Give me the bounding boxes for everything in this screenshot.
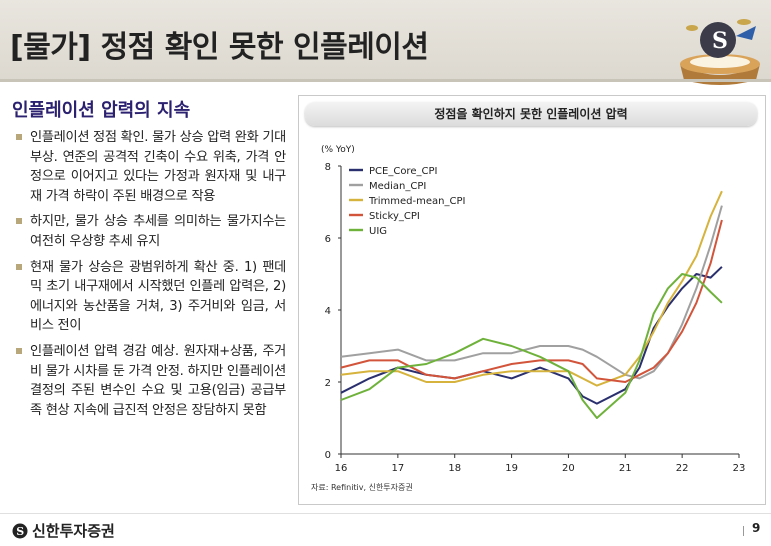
chart-title: 정점을 확인하지 못한 인플레이션 압력 [305,102,757,126]
x-tick-label: 22 [676,463,689,474]
x-tick-label: 16 [335,463,348,474]
legend-label: Median_CPI [369,181,426,192]
bullet-item: 하지만, 물가 상승 추세를 의미하는 물가지수는 여전히 우상향 추세 유지 [14,212,286,251]
chart-panel: 정점을 확인하지 못한 인플레이션 압력 0 2 4 6 8 16 17 18 19 20 21 22… [298,95,766,505]
decorative-logo-icon: S [680,19,760,85]
series-line-Median_CPI [340,205,723,380]
x-tick-label: 20 [562,463,575,474]
legend-label: PCE_Core_CPI [369,166,437,177]
legend-label: UIG [369,226,387,237]
page-separator [743,526,744,536]
legend-label: Trimmed-mean_CPI [368,196,465,207]
slide-title: [물가] 정점 확인 못한 인플레이션 [10,30,429,65]
svg-text:S: S [712,28,728,54]
svg-text:S: S [16,525,24,538]
series-line-UIG [340,273,723,419]
x-tick-label: 18 [448,463,461,474]
series-line-Trimmed-mean_CPI [340,190,723,387]
footer-brand: 신한투자증권 [32,522,115,540]
bullet-marker-icon [16,263,22,270]
bullet-marker-icon [16,347,22,354]
bullet-list: 인플레이션 정점 확인. 물가 상승 압력 완화 기대 부상. 연준의 공격적 … [14,128,286,426]
y-axis-label: (% YoY) [321,145,355,155]
legend-label: Sticky_CPI [369,211,420,222]
brand-mark-icon: S [12,523,28,538]
title-band: [물가] 정점 확인 못한 인플레이션 S [0,0,771,85]
source-note: 자료: Refinitiv, 신한투자증권 [311,483,413,492]
inflation-line-chart: 0 2 4 6 8 16 17 18 19 20 21 22 23 (% YoY) PCE_Core_CPI… [321,145,746,474]
x-tick-label: 19 [505,463,518,474]
bullet-text: 하지만, 물가 상승 추세를 의미하는 물가지수는 여전히 우상향 추세 유지 [30,214,286,249]
bullet-item: 현재 물가 상승은 광범위하게 확산 중. 1) 팬데믹 초기 내구재에서 시작… [14,258,286,336]
x-tick-label: 23 [733,463,746,474]
bullet-item: 인플레이션 압력 경감 예상. 원자재+상품, 주거비 물가 시차를 둔 가격 … [14,342,286,420]
y-tick-label: 8 [325,162,331,173]
page-number: 9 [752,521,761,535]
y-tick-label: 2 [325,378,331,389]
bullet-text: 인플레이션 압력 경감 예상. 원자재+상품, 주거비 물가 시차를 둔 가격 … [30,343,286,418]
y-tick-label: 4 [325,306,331,317]
series-line-Sticky_CPI [340,219,723,383]
y-tick-label: 0 [325,450,331,461]
footer-logo: S 신한투자증권 [12,520,115,541]
bullet-text: 현재 물가 상승은 광범위하게 확산 중. 1) 팬데믹 초기 내구재에서 시작… [30,259,286,334]
bullet-text: 인플레이션 정점 확인. 물가 상승 압력 완화 기대 부상. 연준의 공격적 … [30,130,286,204]
series-line-PCE_Core_CPI [340,266,723,405]
footer-divider [0,513,771,514]
bullet-marker-icon [16,134,22,140]
x-tick-label: 21 [619,463,632,474]
bullet-marker-icon [16,218,22,225]
section-heading: 인플레이션 압력의 지속 [12,100,191,121]
y-tick-label: 6 [325,234,331,245]
bullet-item: 인플레이션 정점 확인. 물가 상승 압력 완화 기대 부상. 연준의 공격적 … [14,128,286,206]
x-tick-label: 17 [391,463,404,474]
